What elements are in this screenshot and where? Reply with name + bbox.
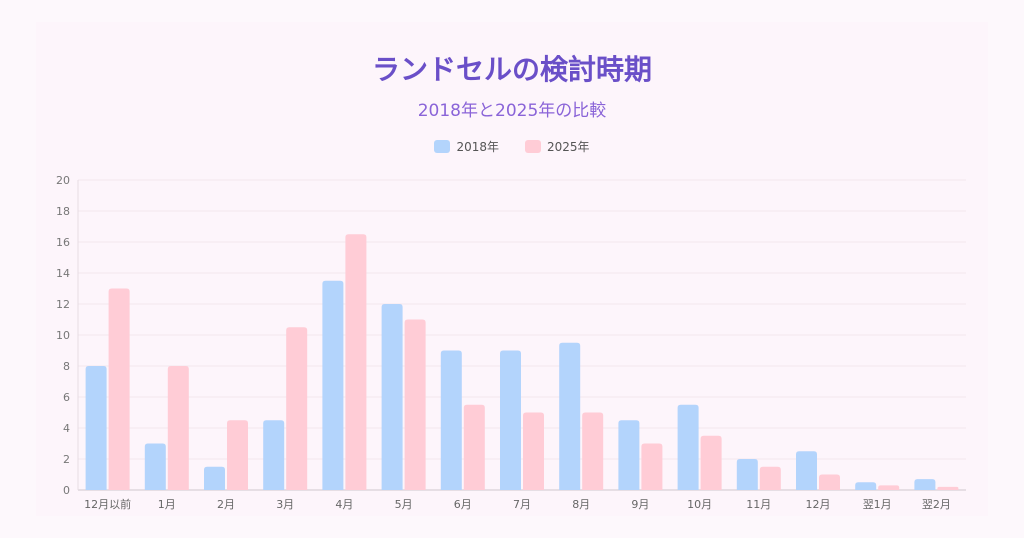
- x-tick-label: 2月: [217, 498, 235, 511]
- bar-2018[interactable]: [914, 479, 936, 490]
- x-tick-label: 12月: [806, 498, 831, 511]
- x-tick-label: 翌1月: [863, 498, 892, 511]
- x-tick-label: 12月以前: [84, 497, 131, 511]
- x-tick-label: 8月: [572, 498, 590, 511]
- bar-2025[interactable]: [286, 327, 308, 490]
- x-tick-label: 5月: [395, 498, 413, 511]
- x-tick-label: 翌2月: [922, 498, 951, 511]
- y-tick-label: 8: [63, 360, 70, 373]
- x-tick-label: 4月: [335, 498, 353, 511]
- bar-2025[interactable]: [463, 404, 485, 490]
- y-tick-label: 10: [56, 329, 70, 342]
- y-tick-label: 4: [63, 422, 70, 435]
- bar-2018[interactable]: [796, 451, 817, 490]
- y-tick-label: 0: [63, 484, 70, 497]
- bar-2018[interactable]: [618, 420, 640, 490]
- y-tick-label: 16: [56, 236, 70, 249]
- y-tick-label: 6: [63, 391, 70, 404]
- x-tick-label: 10月: [687, 498, 712, 511]
- bar-2025[interactable]: [404, 319, 426, 491]
- legend-label-2025: 2025年: [547, 140, 590, 154]
- bar-2018[interactable]: [381, 304, 403, 490]
- bar-2025[interactable]: [700, 435, 722, 490]
- bar-2018[interactable]: [144, 443, 166, 491]
- y-tick-label: 20: [56, 174, 70, 187]
- bar-2018[interactable]: [204, 466, 225, 490]
- bar-2018[interactable]: [677, 404, 699, 490]
- bar-2018[interactable]: [500, 350, 521, 491]
- y-tick-label: 2: [63, 453, 70, 466]
- bar-2025[interactable]: [227, 420, 248, 490]
- bar-2025[interactable]: [878, 485, 900, 490]
- x-tick-label: 7月: [513, 498, 531, 511]
- legend-swatch-2018: [434, 140, 451, 153]
- bar-2025[interactable]: [167, 366, 189, 490]
- bar-2025[interactable]: [759, 466, 781, 490]
- bar-2018[interactable]: [322, 280, 344, 490]
- chart-legend: 2018年 2025年: [0, 138, 1024, 155]
- legend-item-2018[interactable]: 2018年: [434, 138, 499, 155]
- y-tick-label: 18: [56, 205, 70, 218]
- x-tick-label: 11月: [746, 498, 771, 511]
- y-tick-label: 12: [56, 298, 70, 311]
- bar-2025[interactable]: [108, 288, 130, 491]
- bar-2018[interactable]: [559, 342, 581, 490]
- legend-label-2018: 2018年: [456, 140, 499, 154]
- x-tick-label: 6月: [454, 498, 472, 511]
- legend-swatch-2025: [525, 140, 541, 153]
- bar-2018[interactable]: [440, 350, 462, 491]
- x-tick-label: 1月: [158, 498, 176, 511]
- bar-2018[interactable]: [263, 420, 285, 490]
- bar-2018[interactable]: [736, 459, 758, 490]
- bar-2018[interactable]: [855, 482, 877, 490]
- bar-2025[interactable]: [819, 474, 840, 491]
- y-tick-label: 14: [56, 267, 70, 280]
- x-tick-label: 9月: [631, 498, 649, 511]
- chart-title: ランドセルの検討時期: [371, 53, 652, 86]
- bar-2025[interactable]: [937, 486, 959, 490]
- bar-2025[interactable]: [345, 234, 367, 490]
- chart-subtitle: 2018年と2025年の比較: [417, 101, 607, 121]
- bar-2018[interactable]: [85, 366, 107, 490]
- bar-2025[interactable]: [582, 412, 604, 491]
- bar-2025[interactable]: [523, 412, 544, 491]
- legend-item-2025[interactable]: 2025年: [525, 138, 590, 155]
- x-tick-label: 3月: [276, 498, 294, 511]
- bar-2025[interactable]: [641, 443, 663, 491]
